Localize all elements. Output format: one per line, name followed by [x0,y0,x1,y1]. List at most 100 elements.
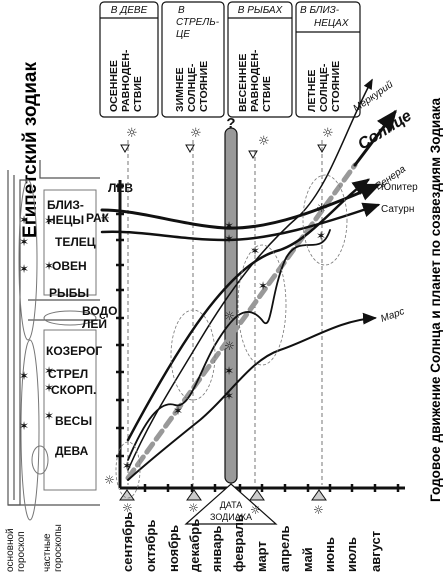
private-horoscopes-frame [18,179,97,521]
svg-text:✶: ✶ [44,364,54,378]
svg-text:апрель: апрель [277,525,292,572]
svg-text:СКОРП.: СКОРП. [51,383,96,397]
svg-text:Годовое движение Солнца и план: Годовое движение Солнца и планет по созв… [428,98,443,502]
svg-text:✶: ✶ [44,381,54,395]
svg-text:октябрь: октябрь [143,520,158,572]
svg-text:✶: ✶ [224,364,234,378]
svg-text:☼: ☼ [250,503,261,517]
season-box-3: ЛЕТНЕЕ СОЛНЦЕ- СТОЯНИЕ [306,61,342,112]
svg-text:✶: ✶ [19,235,29,249]
svg-text:СТОЯНИЕ: СТОЯНИЕ [198,61,210,112]
zodiac-title: Египетский зодиак [20,62,41,238]
svg-text:ЛЕЙ: ЛЕЙ [82,316,107,331]
svg-text:☼: ☼ [313,503,324,517]
bottom-sun-markers: ☼ ☼ ☼ ☼ [122,501,324,517]
svg-text:сентябрь: сентябрь [120,512,135,572]
svg-text:РАВНОДЕН-: РАВНОДЕН- [249,49,261,112]
svg-text:основной: основной [5,528,16,572]
svg-text:✶: ✶ [250,244,260,258]
sign-axis [116,180,124,488]
svg-text:В: В [178,5,185,16]
svg-text:✶: ✶ [44,259,54,273]
svg-text:Солнце: Солнце [355,107,415,153]
svg-text:РАК: РАК [86,211,110,225]
svg-text:✶: ✶ [19,369,29,383]
svg-text:СТРЕЛ: СТРЕЛ [48,367,88,381]
figure-caption: Годовое движение Солнца и планет по созв… [428,98,443,502]
planet-paths [100,78,397,481]
svg-text:✶: ✶ [19,262,29,276]
zodiac-date-pillar: ? [224,115,238,484]
svg-text:✶: ✶ [173,404,183,418]
svg-text:✶: ✶ [258,279,268,293]
svg-text:РАВНОДЕН-: РАВНОДЕН- [120,49,132,112]
svg-text:ВОДО: ВОДО [82,304,117,318]
svg-text:ДЕВА: ДЕВА [55,444,89,458]
svg-text:январь: январь [209,526,224,572]
svg-text:В БЛИЗ-: В БЛИЗ- [300,5,340,16]
month-labels: сентябрь октябрь ноябрь декабрь январь ф… [120,512,383,572]
horoscope-stars: ✶ ✶ ✶ ✶ ✶ ✶ ✶ ✶ ✶ ✶ ☼ ☼ [19,212,115,487]
svg-text:✶: ✶ [19,419,29,433]
planet-markers: ✶ ✶ ☼ ☼ ✶ ✶ ✶ ✶ ☼ ✶ ✶ ✶ [122,201,327,473]
svg-text:☼: ☼ [224,309,235,323]
svg-text:В РЫБАХ: В РЫБАХ [238,5,283,16]
svg-text:ДАТА: ДАТА [220,500,243,510]
svg-text:ЦЕ: ЦЕ [176,29,190,40]
svg-text:☼: ☼ [322,126,334,141]
svg-text:ОСЕННЕЕ: ОСЕННЕЕ [108,60,120,112]
svg-text:?: ? [226,115,235,132]
svg-text:ОВЕН: ОВЕН [52,259,87,273]
svg-text:☼: ☼ [316,201,327,215]
axis-triangles [119,489,327,501]
svg-text:✶: ✶ [316,229,326,243]
main-horoscope-frame [7,160,100,506]
svg-text:ВЕСЕННЕЕ: ВЕСЕННЕЕ [237,54,249,112]
conjunction-ellipses [115,174,348,499]
season-box-0: ОСЕННЕЕ РАВНОДЕН- СТВИЕ [108,49,144,112]
svg-text:СТВИЕ: СТВИЕ [261,76,273,112]
svg-text:СТВИЕ: СТВИЕ [132,76,144,112]
svg-text:☼: ☼ [122,501,133,515]
svg-text:гороскопы: гороскопы [53,524,64,572]
svg-text:В ДЕВЕ: В ДЕВЕ [111,5,148,16]
svg-text:июль: июль [344,537,359,572]
svg-text:ТЕЛЕЦ: ТЕЛЕЦ [55,235,96,249]
svg-text:☼: ☼ [224,339,235,353]
svg-text:☼: ☼ [100,212,110,225]
svg-text:частные: частные [42,533,53,572]
svg-text:Сатурн: Сатурн [381,204,414,215]
svg-text:✶: ✶ [224,389,234,403]
svg-text:февраль: февраль [231,514,246,572]
svg-text:Меркурий: Меркурий [351,79,395,115]
svg-text:✶: ✶ [122,459,132,473]
season-columns [99,1,361,118]
svg-text:СОЛНЦЕ-: СОЛНЦЕ- [318,63,330,112]
svg-text:март: март [254,541,269,572]
svg-text:РЫБЫ: РЫБЫ [49,286,89,300]
svg-text:ноябрь: ноябрь [166,525,181,572]
month-axis [120,484,405,492]
svg-text:НЕЦЫ: НЕЦЫ [47,213,84,227]
svg-text:гороскоп: гороскоп [16,531,27,572]
season-box-2: ВЕСЕННЕЕ РАВНОДЕН- СТВИЕ [237,49,273,112]
svg-text:✶: ✶ [44,409,54,423]
svg-text:ЗИМНЕЕ: ЗИМНЕЕ [174,68,186,112]
season-sun-markers: ☼ ☼ ☼ ☼ [126,126,334,149]
zodiac-date-triangle: ДАТА ЗОДИАКА [184,483,278,525]
svg-text:август: август [368,531,383,572]
svg-text:☼: ☼ [104,473,115,487]
planet-labels: Меркурий Солнце Венера Юпитер Сатурн Мар… [351,79,418,325]
svg-text:декабрь: декабрь [187,519,202,572]
svg-text:СТОЯНИЕ: СТОЯНИЕ [330,61,342,112]
svg-text:СОЛНЦЕ-: СОЛНЦЕ- [186,63,198,112]
svg-text:Марс: Марс [379,306,406,325]
svg-text:✶: ✶ [224,232,234,246]
svg-text:НЕЦАХ: НЕЦАХ [314,18,349,29]
svg-text:ВЕСЫ: ВЕСЫ [55,414,92,428]
svg-text:июнь: июнь [322,537,337,572]
svg-text:✶: ✶ [19,213,29,227]
svg-text:КОЗЕРОГ: КОЗЕРОГ [46,344,102,358]
svg-text:ЗОДИАКА: ЗОДИАКА [210,512,252,522]
